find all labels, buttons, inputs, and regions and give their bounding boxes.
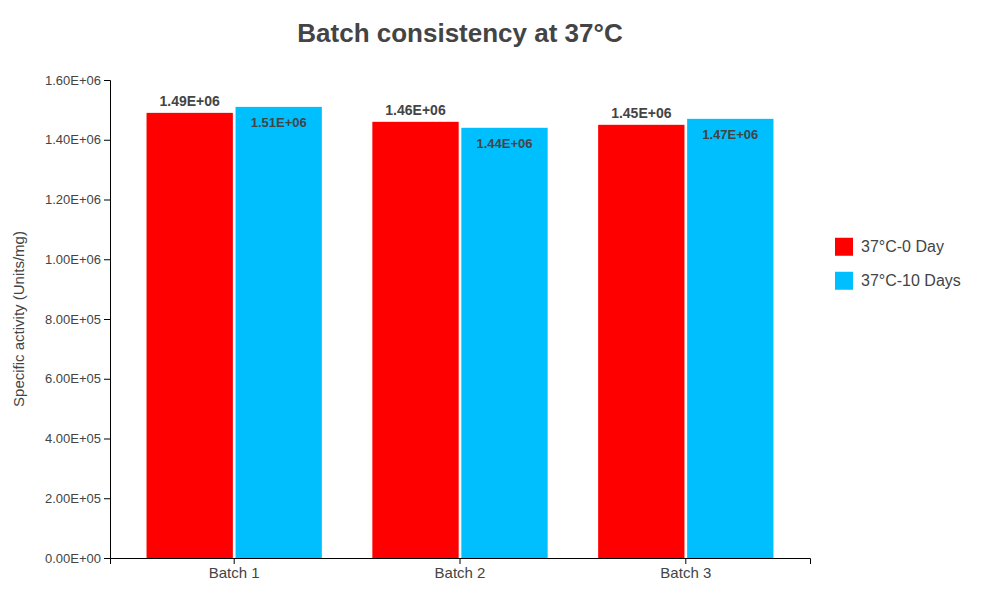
- data-label: 1.44E+06: [476, 136, 532, 151]
- legend-label: 37°C-0 Day: [861, 238, 944, 255]
- legend-swatch: [835, 238, 853, 256]
- y-tick: 8.00E+05: [45, 312, 110, 327]
- data-label: 1.47E+06: [702, 127, 758, 142]
- y-tick-mark: [104, 558, 110, 559]
- y-axis-title: Specific activity (Units/mg): [10, 231, 27, 407]
- y-tick-label: 6.00E+05: [45, 371, 101, 386]
- y-tick: 4.00E+05: [45, 431, 110, 446]
- y-tick-label: 2.00E+05: [45, 491, 101, 506]
- bar: [687, 119, 773, 558]
- y-tick-mark: [104, 498, 110, 499]
- y-tick-label: 1.20E+06: [45, 192, 101, 207]
- y-tick-mark: [104, 80, 110, 81]
- data-labels: 1.49E+06 1.46E+06 1.45E+06 1.51E+06 1.44E+06…: [160, 93, 759, 151]
- bar: [236, 107, 322, 558]
- y-tick-label: 8.00E+05: [45, 312, 101, 327]
- y-tick-label: 4.00E+05: [45, 431, 101, 446]
- x-tick: Batch 3: [660, 558, 711, 581]
- x-tick-label: Batch 3: [660, 564, 711, 581]
- y-tick-label: 1.00E+06: [45, 252, 101, 267]
- y-tick: 1.40E+06: [45, 132, 110, 147]
- x-tick: Batch 2: [435, 558, 486, 581]
- y-tick-mark: [104, 319, 110, 320]
- bars: [147, 107, 774, 558]
- chart: 0.00E+00 2.00E+05 4.00E+05 6.00E+05 8.00E+05…: [0, 0, 1000, 608]
- y-tick-label: 0.00E+00: [45, 551, 101, 566]
- plot: 0.00E+00 2.00E+05 4.00E+05 6.00E+05 8.00E+05…: [45, 73, 811, 581]
- y-tick-mark: [104, 140, 110, 141]
- y-axis-line: [104, 81, 111, 559]
- x-tick-label: Batch 1: [209, 564, 260, 581]
- bar: [598, 125, 684, 558]
- y-tick-mark: [104, 439, 110, 440]
- y-tick: 2.00E+05: [45, 491, 110, 506]
- bar: [147, 113, 233, 558]
- y-tick: 0.00E+00: [45, 551, 110, 566]
- y-tick-mark: [104, 259, 110, 260]
- data-label: 1.49E+06: [160, 93, 221, 109]
- bar: [372, 122, 458, 558]
- legend-label: 37°C-10 Days: [861, 272, 961, 289]
- legend-swatch: [835, 272, 853, 290]
- y-tick-label: 1.40E+06: [45, 132, 101, 147]
- y-tick-mark: [104, 379, 110, 380]
- y-tick: 1.60E+06: [45, 73, 110, 88]
- data-label: 1.51E+06: [251, 115, 307, 130]
- legend-item: 37°C-0 Day: [835, 238, 944, 256]
- y-tick-label: 1.60E+06: [45, 73, 101, 88]
- title: Batch consistency at 37°C: [297, 18, 623, 48]
- legend-item: 37°C-10 Days: [835, 272, 961, 290]
- data-label: 1.46E+06: [385, 102, 446, 118]
- data-label: 1.45E+06: [611, 105, 672, 121]
- y-tick: 1.20E+06: [45, 192, 110, 207]
- bar: [461, 128, 547, 558]
- x-axis: Batch 1 Batch 2 Batch 3: [111, 558, 811, 581]
- legend: 37°C-0 Day 37°C-10 Days: [835, 238, 961, 290]
- y-tick-mark: [104, 200, 110, 201]
- x-tick: Batch 1: [209, 558, 260, 581]
- y-axis: 0.00E+00 2.00E+05 4.00E+05 6.00E+05 8.00E+05…: [45, 73, 111, 566]
- y-tick: 6.00E+05: [45, 371, 110, 386]
- x-tick-label: Batch 2: [435, 564, 486, 581]
- y-tick: 1.00E+06: [45, 252, 110, 267]
